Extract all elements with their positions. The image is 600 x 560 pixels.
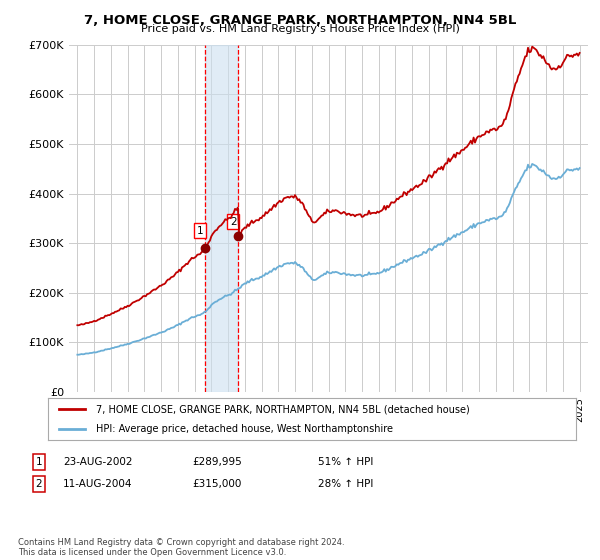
Text: 7, HOME CLOSE, GRANGE PARK, NORTHAMPTON, NN4 5BL (detached house): 7, HOME CLOSE, GRANGE PARK, NORTHAMPTON,… xyxy=(95,404,469,414)
Text: 23-AUG-2002: 23-AUG-2002 xyxy=(63,457,133,467)
Text: 1: 1 xyxy=(197,226,203,236)
Text: 11-AUG-2004: 11-AUG-2004 xyxy=(63,479,133,489)
Text: 2: 2 xyxy=(230,217,236,227)
Text: Price paid vs. HM Land Registry's House Price Index (HPI): Price paid vs. HM Land Registry's House … xyxy=(140,24,460,34)
Text: 51% ↑ HPI: 51% ↑ HPI xyxy=(318,457,373,467)
Text: Contains HM Land Registry data © Crown copyright and database right 2024.
This d: Contains HM Land Registry data © Crown c… xyxy=(18,538,344,557)
Text: £289,995: £289,995 xyxy=(192,457,242,467)
Text: 2: 2 xyxy=(35,479,43,489)
Text: 1: 1 xyxy=(35,457,43,467)
Text: 7, HOME CLOSE, GRANGE PARK, NORTHAMPTON, NN4 5BL: 7, HOME CLOSE, GRANGE PARK, NORTHAMPTON,… xyxy=(84,14,516,27)
Bar xyxy=(205,45,238,392)
Text: HPI: Average price, detached house, West Northamptonshire: HPI: Average price, detached house, West… xyxy=(95,424,392,434)
Text: 28% ↑ HPI: 28% ↑ HPI xyxy=(318,479,373,489)
Text: £315,000: £315,000 xyxy=(192,479,241,489)
